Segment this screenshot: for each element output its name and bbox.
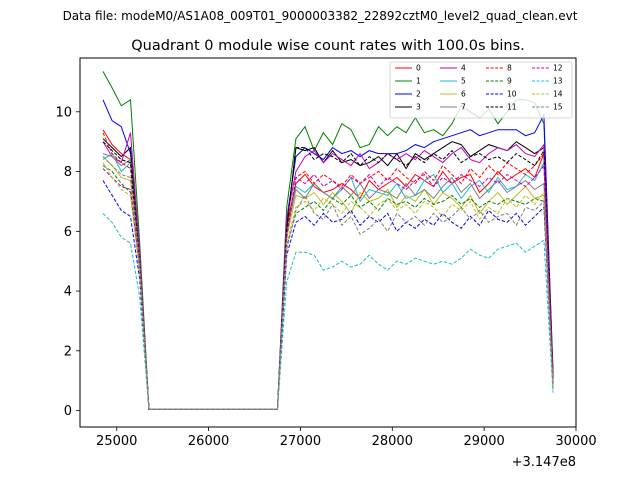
series-line-9 xyxy=(102,165,554,410)
legend-label-10: 10 xyxy=(507,90,517,99)
legend-label-0: 0 xyxy=(416,64,421,73)
y-tick-label: 6 xyxy=(64,225,72,240)
legend-label-13: 13 xyxy=(553,77,563,86)
x-tick-label: 30000 xyxy=(555,434,596,449)
y-tick-label: 4 xyxy=(64,285,72,300)
legend-label-7: 7 xyxy=(461,103,466,112)
y-axis: 0 2 4 6 8 10 xyxy=(55,105,80,419)
series-line-14 xyxy=(102,162,554,410)
legend-label-14: 14 xyxy=(553,90,563,99)
x-tick-label: 25000 xyxy=(96,434,137,449)
x-tick-label: 28000 xyxy=(372,434,413,449)
figure-suptitle: Data file: modeM0/AS1A08_009T01_90000033… xyxy=(63,9,578,23)
x-tick-label: 27000 xyxy=(280,434,321,449)
y-tick-label: 8 xyxy=(64,165,72,180)
series-line-4 xyxy=(102,132,554,410)
series-line-8 xyxy=(102,132,554,410)
series-line-6 xyxy=(102,156,554,410)
x-axis: 25000 26000 27000 28000 29000 30000 xyxy=(96,427,597,449)
series-line-1 xyxy=(102,71,554,410)
legend-label-1: 1 xyxy=(416,77,421,86)
series-line-11 xyxy=(102,141,554,410)
y-tick-label: 0 xyxy=(64,404,72,419)
legend-label-6: 6 xyxy=(461,90,466,99)
chart-title: Quadrant 0 module wise count rates with … xyxy=(131,38,525,54)
x-tick-label: 26000 xyxy=(188,434,229,449)
plot-frame xyxy=(79,57,577,428)
series-layer xyxy=(102,71,554,410)
y-tick-label: 2 xyxy=(64,344,72,359)
series-line-5 xyxy=(102,152,554,410)
legend-label-8: 8 xyxy=(507,64,512,73)
x-offset-label: +3.147e8 xyxy=(512,455,576,470)
legend-label-5: 5 xyxy=(461,77,466,86)
x-tick-label: 29000 xyxy=(463,434,504,449)
legend-label-15: 15 xyxy=(553,103,563,112)
legend-label-2: 2 xyxy=(416,90,421,99)
legend-frame xyxy=(389,61,573,119)
legend-label-12: 12 xyxy=(553,64,563,73)
series-line-3 xyxy=(102,138,554,410)
series-line-13 xyxy=(102,213,554,410)
legend-label-4: 4 xyxy=(461,64,466,73)
series-line-15 xyxy=(102,156,554,410)
series-line-10 xyxy=(102,180,554,410)
series-line-7 xyxy=(102,153,554,410)
legend-label-3: 3 xyxy=(416,103,421,112)
series-line-0 xyxy=(102,129,554,410)
legend-label-9: 9 xyxy=(507,77,512,86)
series-line-12 xyxy=(102,164,554,410)
y-tick-label: 10 xyxy=(55,105,72,120)
legend-label-11: 11 xyxy=(507,103,517,112)
